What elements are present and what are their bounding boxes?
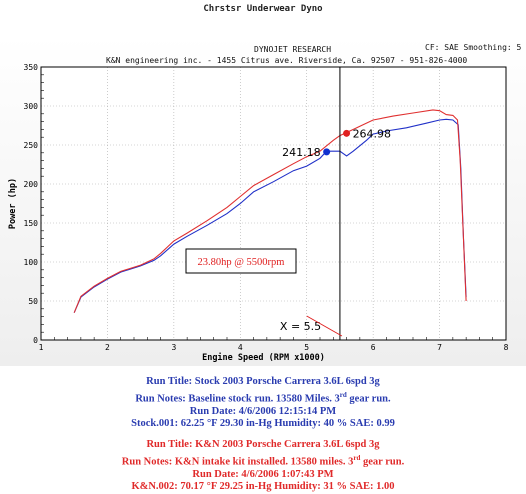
marker-label-kn: 264.98 — [353, 127, 392, 140]
x-axis-label: Engine Speed (RPM x1000) — [202, 352, 325, 363]
marker-stock — [323, 148, 331, 156]
y-tick-label: 50 — [28, 297, 38, 306]
y-tick-label: 200 — [24, 180, 39, 189]
run-notes-stock: Run Notes: Baseline stock run. 13580 Mil… — [135, 390, 391, 405]
plot-area — [41, 67, 506, 340]
y-tick-label: 0 — [33, 336, 38, 345]
header-left-title: DYNOJET RESEARCH — [254, 45, 332, 54]
series-line-kn — [73, 109, 467, 313]
x-tick-label: 4 — [238, 343, 243, 352]
run-conditions-stock: Stock.001: 62.25 °F 29.30 in-Hg Humidity… — [131, 418, 395, 430]
header-correction-info: CF: SAE Smoothing: 5 — [425, 43, 522, 52]
run-conditions-kn: K&N.002: 70.17 °F 29.25 in-Hg Humidity: … — [131, 481, 395, 493]
x-tick-label: 5 — [304, 343, 309, 352]
run-info-kn: Run Title: K&N 2003 Porsche Carrera 3.6L… — [0, 439, 526, 494]
annotation-text: 23.80hp @ 5500rpm — [198, 257, 285, 268]
header-address: K&N engineering inc. - 1455 Citrus ave. … — [106, 56, 468, 65]
plot-frame — [40, 66, 507, 341]
run-date-stock: Run Date: 4/6/2006 12:15:14 PM — [189, 405, 337, 417]
y-tick-label: 150 — [24, 219, 39, 228]
x-tick-label: 1 — [39, 343, 44, 352]
marker-kn — [343, 129, 351, 137]
run-info-stock: Run Title: Stock 2003 Porsche Carrera 3.… — [0, 376, 526, 431]
x-tick-label: 3 — [171, 343, 176, 352]
annotation-box — [185, 248, 297, 274]
marker-label-stock: 241.18 — [282, 146, 321, 159]
run-title-kn: Run Title: K&N 2003 Porsche Carrera 3.6L… — [146, 439, 380, 450]
y-axis-label: Power (hp) — [8, 178, 18, 229]
y-tick-label: 100 — [24, 258, 39, 267]
series-line-stock — [73, 118, 467, 313]
y-tick-label: 350 — [24, 63, 39, 72]
cursor-pointer — [306, 315, 343, 337]
run-date-kn: Run Date: 4/6/2006 1:07:43 PM — [192, 468, 334, 480]
y-tick-label: 300 — [24, 102, 39, 111]
chart-top-title: Chrstsr Underwear Dyno — [203, 4, 323, 14]
run-title-stock: Run Title: Stock 2003 Porsche Carrera 3.… — [146, 376, 380, 387]
x-tick-label: 2 — [105, 343, 110, 352]
cursor-label: X = 5.5 — [280, 320, 321, 333]
x-tick-label: 7 — [437, 343, 442, 352]
run-notes-kn: Run Notes: K&N intake kit installed. 135… — [121, 453, 405, 468]
x-tick-label: 8 — [504, 343, 509, 352]
x-tick-label: 6 — [371, 343, 376, 352]
y-tick-label: 250 — [24, 141, 39, 150]
